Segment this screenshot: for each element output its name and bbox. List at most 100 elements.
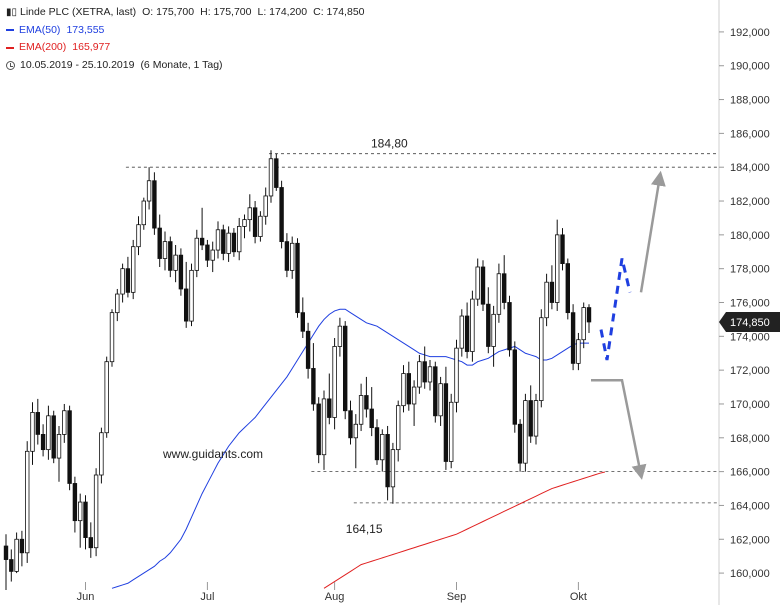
candle-body-up <box>24 450 30 554</box>
y-tick-label: 164,000 <box>730 500 770 512</box>
candle-body-up <box>173 254 178 271</box>
candle <box>56 425 62 482</box>
candle <box>459 309 464 357</box>
x-tick-label: Aug <box>325 591 345 603</box>
candle <box>337 317 343 357</box>
candle <box>443 366 449 470</box>
candle <box>411 380 417 426</box>
projection-paths <box>591 170 666 480</box>
legend-instrument-row: ▮▯ Linde PLC (XETRA, last) O: 175,700 H:… <box>6 4 365 22</box>
y-tick-label: 178,000 <box>730 264 770 276</box>
candle-body-up <box>581 307 586 341</box>
candle <box>369 387 374 437</box>
candle-body-down <box>40 434 46 451</box>
candle <box>586 304 592 333</box>
y-tick-label: 162,000 <box>730 534 770 546</box>
level-label: 184,80 <box>371 137 408 151</box>
candle <box>24 441 30 563</box>
candle <box>247 194 252 232</box>
candle <box>417 354 422 394</box>
candle <box>78 493 83 548</box>
candle-body-up <box>247 207 252 221</box>
candle-body-down <box>35 412 40 435</box>
candle-body-up <box>210 249 215 261</box>
candle-body-down <box>199 237 205 246</box>
candle <box>120 263 125 303</box>
candle <box>464 302 470 359</box>
candle <box>321 390 327 470</box>
candle <box>109 309 115 367</box>
candle-body-up <box>321 398 327 456</box>
candle <box>374 419 380 465</box>
period-label: (6 Monate, 1 Tag) <box>140 58 223 71</box>
candle <box>141 197 146 230</box>
ema200-swatch <box>6 46 14 49</box>
candle <box>279 180 284 249</box>
candle-body-up <box>104 361 109 434</box>
candle-body-up <box>189 269 194 322</box>
candle-body-down <box>67 410 72 484</box>
candle-body-down <box>284 241 290 271</box>
x-tick-label: Jun <box>77 591 95 603</box>
instrument-name: Linde PLC (XETRA, last) <box>20 6 137 18</box>
candle <box>125 256 131 298</box>
candle <box>168 236 173 278</box>
x-tick-label: Sep <box>447 591 467 603</box>
y-tick-label: 168,000 <box>730 433 770 445</box>
candle-body-up <box>62 410 67 435</box>
candle <box>252 201 258 244</box>
ema50-swatch <box>6 29 14 32</box>
candle-body-up <box>289 242 295 271</box>
candle-body-down <box>231 232 237 253</box>
candle <box>528 385 533 443</box>
candle-body-up <box>146 180 152 202</box>
candle <box>72 476 78 533</box>
y-axis-ticks: 160,000 162,000 164,000 166,000 168,000 170,0… <box>719 27 770 580</box>
candle <box>427 360 433 391</box>
candle <box>390 442 396 504</box>
candle <box>19 530 25 567</box>
candle <box>380 429 385 472</box>
candle <box>14 532 19 574</box>
candle-body-up <box>401 373 406 407</box>
support-resistance-lines: 184,80 164,15 <box>125 137 719 536</box>
y-tick-label: 182,000 <box>730 196 770 208</box>
ema50-label: EMA(50) <box>19 23 61 36</box>
last-price-tag: 174,850 <box>719 311 780 332</box>
projection-zigzag <box>599 258 632 361</box>
candle <box>342 321 348 420</box>
candle-body-up <box>332 346 337 418</box>
candle <box>205 239 210 267</box>
candlesticks <box>3 150 592 590</box>
candle-body-down <box>327 398 332 418</box>
candle <box>115 288 120 322</box>
candle <box>162 231 168 271</box>
candle-body-up <box>109 312 115 363</box>
candle <box>242 214 247 239</box>
last-price-tag-shape <box>719 311 780 332</box>
candle-body-down <box>443 383 449 462</box>
arrow-up <box>639 170 666 293</box>
candle-body-down <box>586 307 592 323</box>
candle <box>221 224 226 261</box>
candle-body-up <box>539 317 544 401</box>
candle <box>448 393 454 469</box>
y-tick-label: 176,000 <box>730 298 770 310</box>
candle-body-down <box>348 410 353 439</box>
candle <box>178 248 184 296</box>
candle <box>183 261 189 328</box>
candle <box>385 425 390 501</box>
date-range: 10.05.2019 - 25.10.2019 <box>20 58 135 71</box>
x-tick-label: Jul <box>200 591 214 603</box>
candle-body-down <box>549 281 555 303</box>
candle <box>475 258 480 306</box>
candle-body-up <box>236 225 242 253</box>
candle-body-up <box>268 158 274 197</box>
candle-body-up <box>417 361 422 388</box>
candle <box>226 226 231 262</box>
candle-body-up <box>194 237 199 271</box>
arrow-down <box>591 379 647 480</box>
candle-body-up <box>30 412 35 452</box>
candle-body-down <box>88 537 93 549</box>
